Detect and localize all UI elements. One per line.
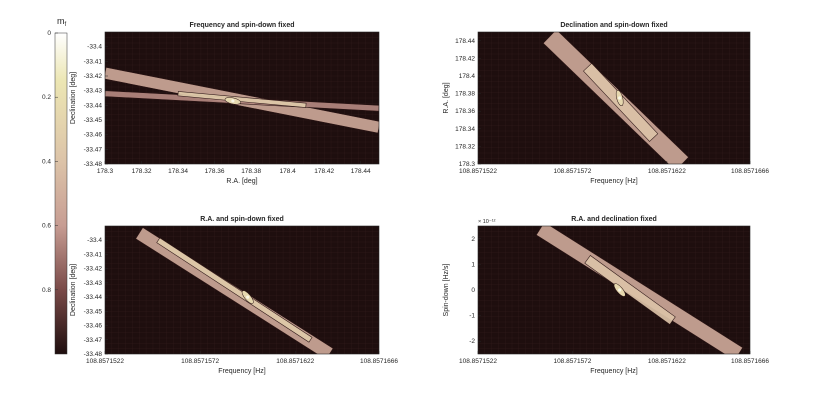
colorbar-tick-label: 0.2 xyxy=(42,94,51,101)
y-tick-label: -33.41 xyxy=(84,58,103,65)
x-tick-label: 108.8571666 xyxy=(731,168,769,175)
panel-4: 108.8571522 108.8571572 108.8571622 108.857… xyxy=(443,216,769,375)
y-tick-label: -33.42 xyxy=(84,73,103,80)
x-tick-label: 108.8571572 xyxy=(181,358,219,365)
y-tick-label: 178.4 xyxy=(459,73,476,80)
y-tick-label: -33.43 xyxy=(84,280,103,287)
y-tick-label: -33.44 xyxy=(84,294,103,301)
axes-frame xyxy=(477,31,751,165)
y-tick-label: 178.32 xyxy=(455,143,475,150)
chart-title: R.A. and spin-down fixed xyxy=(200,216,284,223)
axes-frame xyxy=(104,31,380,165)
y-tick-label: -33.47 xyxy=(84,146,103,153)
colorbar-tick-label: 0.6 xyxy=(42,223,51,230)
colorbar-tick-label: 0 xyxy=(47,30,51,37)
x-tick-label: 108.8571622 xyxy=(648,168,686,175)
x-tick-label: 108.8571622 xyxy=(276,358,314,365)
x-axis-label: R.A. [deg] xyxy=(226,178,257,185)
peak-point xyxy=(618,288,622,292)
x-tick-label: 178.4 xyxy=(280,168,297,175)
colorbar-gradient xyxy=(54,32,68,355)
chart-title: R.A. and declination fixed xyxy=(571,216,657,223)
axes-frame xyxy=(104,225,380,355)
panel-3: 108.8571522 108.8571572 108.8571622 108.857… xyxy=(70,216,398,375)
y-tick-label: -33.46 xyxy=(84,132,103,139)
x-tick-label: 108.8571522 xyxy=(86,358,124,365)
peak-point xyxy=(246,295,250,299)
chart-title: Declination and spin-down fixed xyxy=(560,22,667,29)
y-axis-label: Declination [deg] xyxy=(70,72,77,124)
y-tick-label: -33.4 xyxy=(87,237,102,244)
colorbar-tick-label: 0.8 xyxy=(42,287,51,294)
x-tick-label: 108.8571666 xyxy=(360,358,398,365)
peak-point xyxy=(231,99,235,103)
contour-band xyxy=(177,91,307,108)
grid-texture xyxy=(105,226,379,354)
y-tick-label: -33.48 xyxy=(84,351,103,358)
peak-point xyxy=(618,96,622,100)
y-axis-exponent: × 10⁻¹² xyxy=(478,219,496,225)
y-tick-label: 178.36 xyxy=(455,108,475,115)
x-tick-label: 178.32 xyxy=(132,168,152,175)
y-tick-label: -33.43 xyxy=(84,88,103,95)
panel-2: 108.8571522 108.8571572 108.8571622 108.857… xyxy=(443,22,769,185)
x-tick-label: 178.34 xyxy=(168,168,188,175)
y-tick-label: 0 xyxy=(471,287,475,294)
x-tick-label: 178.36 xyxy=(205,168,225,175)
y-tick-label: 178.38 xyxy=(455,91,475,98)
y-tick-label: 178.3 xyxy=(459,161,476,168)
y-axis-label: Spin-down [Hz/s] xyxy=(443,263,450,316)
x-tick-label: 108.8571522 xyxy=(459,358,497,365)
x-tick-label: 178.3 xyxy=(97,168,114,175)
x-tick-label: 108.8571666 xyxy=(731,358,769,365)
y-tick-label: -33.47 xyxy=(84,337,103,344)
y-tick-label: -33.42 xyxy=(84,266,103,273)
x-axis-label: Frequency [Hz] xyxy=(590,178,638,185)
contour-band xyxy=(156,237,313,343)
y-tick-label: -33.48 xyxy=(84,161,103,168)
y-tick-label: 178.44 xyxy=(455,38,475,45)
x-tick-label: 178.42 xyxy=(314,168,334,175)
chart-title: Frequency and spin-down fixed xyxy=(189,22,294,29)
y-tick-label: 2 xyxy=(471,236,475,243)
y-tick-label: -33.45 xyxy=(84,308,103,315)
colorbar-tick-label: 0.4 xyxy=(42,158,51,165)
y-tick-label: -33.46 xyxy=(84,323,103,330)
colorbar-label: mf xyxy=(57,16,67,28)
colorbar: mf 0 0.2 0.4 0.6 0.8 xyxy=(42,16,68,355)
y-axis-label: R.A. [deg] xyxy=(443,82,450,113)
x-tick-label: 108.8571572 xyxy=(553,168,591,175)
y-tick-label: 178.34 xyxy=(455,126,475,133)
x-tick-label: 108.8571572 xyxy=(553,358,591,365)
y-tick-label: -1 xyxy=(469,313,475,320)
y-tick-label: 178.42 xyxy=(455,55,475,62)
y-tick-label: -33.41 xyxy=(84,251,103,258)
y-tick-label: -33.45 xyxy=(84,117,103,124)
panel-1: 178.3 178.32 178.34 178.36 178.38 178.4 178.42… xyxy=(70,22,380,185)
y-tick-label: 1 xyxy=(471,261,475,268)
x-tick-label: 178.44 xyxy=(351,168,371,175)
y-tick-label: -2 xyxy=(469,338,475,345)
y-axis-label: Declination [deg] xyxy=(70,264,77,316)
x-tick-label: 108.8571622 xyxy=(648,358,686,365)
y-tick-label: -33.4 xyxy=(87,44,102,51)
x-tick-label: 108.8571522 xyxy=(459,168,497,175)
x-tick-label: 178.38 xyxy=(241,168,261,175)
x-axis-label: Frequency [Hz] xyxy=(218,368,266,375)
contour-band xyxy=(584,255,676,325)
y-tick-label: -33.44 xyxy=(84,102,103,109)
x-axis-label: Frequency [Hz] xyxy=(590,368,638,375)
